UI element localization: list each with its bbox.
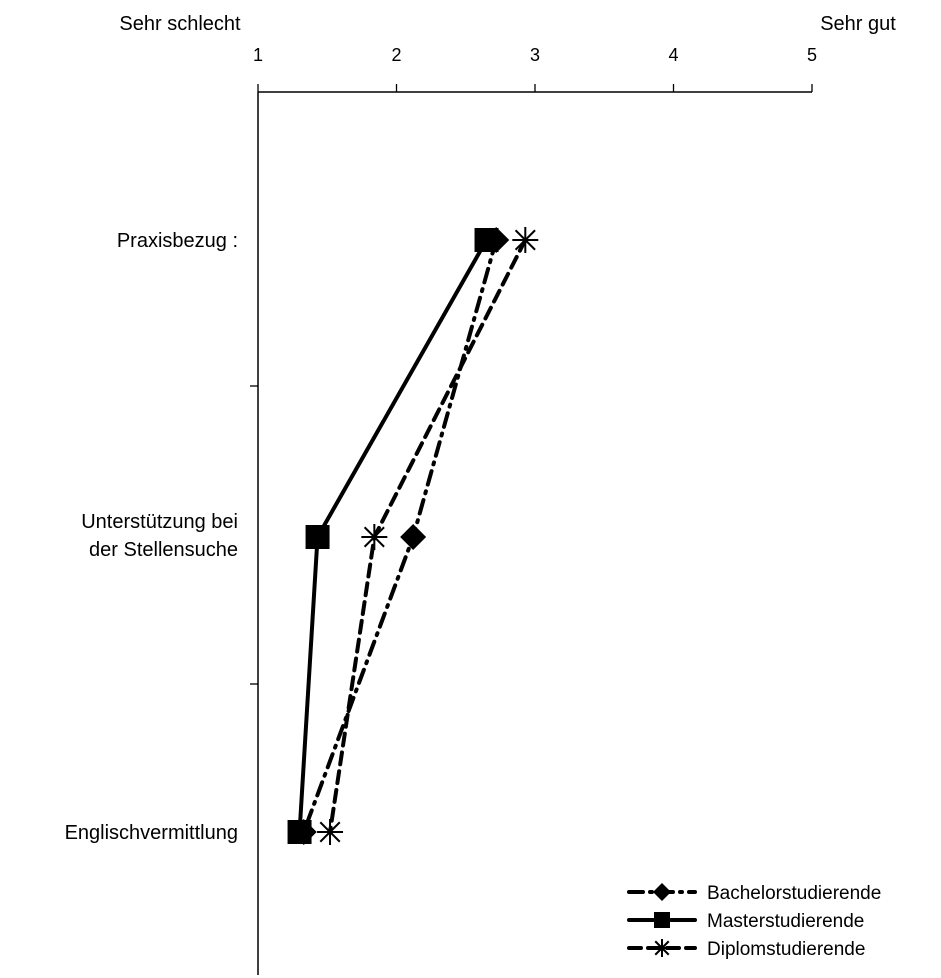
data-point-masterstudierende-2 bbox=[305, 525, 330, 549]
legend-label-diplomstudierende: Diplomstudierende bbox=[707, 939, 865, 960]
category-label-2-line-2: der Stellensuche bbox=[89, 539, 238, 561]
legend-label-masterstudierende: Masterstudierende bbox=[707, 911, 864, 932]
legend-marker-masterstudierende bbox=[654, 912, 670, 928]
label-layer: 1 2 3 4 5 Sehr schlecht Sehr gut Praxisbezug : U… bbox=[65, 13, 897, 844]
data-point-diplomstudierende-2 bbox=[361, 524, 388, 550]
x-tick-label-3: 3 bbox=[530, 45, 540, 65]
data-point-diplomstudierende-3 bbox=[317, 819, 344, 845]
x-axis-min-label: Sehr schlecht bbox=[119, 13, 241, 35]
x-axis-max-label: Sehr gut bbox=[820, 13, 896, 35]
data-point-diplomstudierende-1-d2 bbox=[514, 229, 536, 251]
series-layer bbox=[287, 227, 539, 845]
axis-layer bbox=[250, 84, 813, 975]
data-point-diplomstudierende-3-d2 bbox=[319, 821, 341, 843]
category-label-2-line-1: Unterstützung bei bbox=[81, 511, 238, 533]
legend-item-masterstudierende: Masterstudierende bbox=[627, 911, 864, 932]
legend-layer: Bachelorstudierende Masterstudierende Dipl… bbox=[627, 883, 881, 960]
x-tick-label-2: 2 bbox=[391, 45, 401, 65]
series-line-bachelorstudierende bbox=[301, 238, 499, 834]
category-label-3: Englischvermittlung bbox=[65, 822, 238, 844]
series-line-diplomstudierende bbox=[328, 238, 528, 834]
category-label-1: Praxisbezug : bbox=[117, 230, 238, 252]
x-tick-label-5: 5 bbox=[807, 45, 817, 65]
data-point-bachelorstudierende-2 bbox=[400, 524, 427, 550]
x-tick-label-4: 4 bbox=[668, 45, 678, 65]
data-point-masterstudierende-1 bbox=[474, 228, 499, 252]
x-tick-label-1: 1 bbox=[253, 45, 263, 65]
legend-item-bachelorstudierende: Bachelorstudierende bbox=[627, 883, 881, 904]
data-point-diplomstudierende-1 bbox=[512, 227, 539, 253]
legend-label-bachelorstudierende: Bachelorstudierende bbox=[707, 883, 881, 904]
legend-item-diplomstudierende: Diplomstudierende bbox=[627, 939, 865, 960]
legend-marker-diplomstudierende-d2 bbox=[654, 940, 670, 956]
legend-marker-diplomstudierende bbox=[653, 939, 671, 957]
legend-marker-bachelorstudierende bbox=[653, 883, 671, 901]
data-point-masterstudierende-3 bbox=[287, 820, 312, 844]
data-point-diplomstudierende-2-d2 bbox=[363, 526, 385, 548]
